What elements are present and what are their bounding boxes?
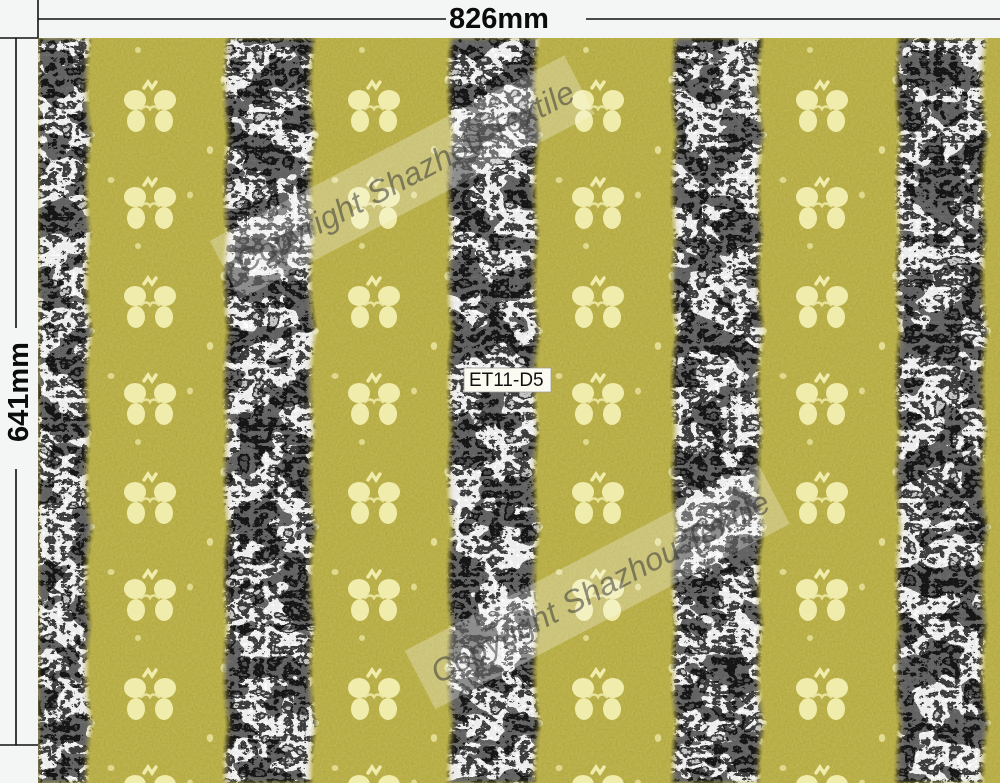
svg-text:ET11-D5: ET11-D5 bbox=[469, 370, 544, 391]
svg-text:641mm: 641mm bbox=[3, 342, 35, 442]
svg-text:826mm: 826mm bbox=[449, 3, 549, 35]
